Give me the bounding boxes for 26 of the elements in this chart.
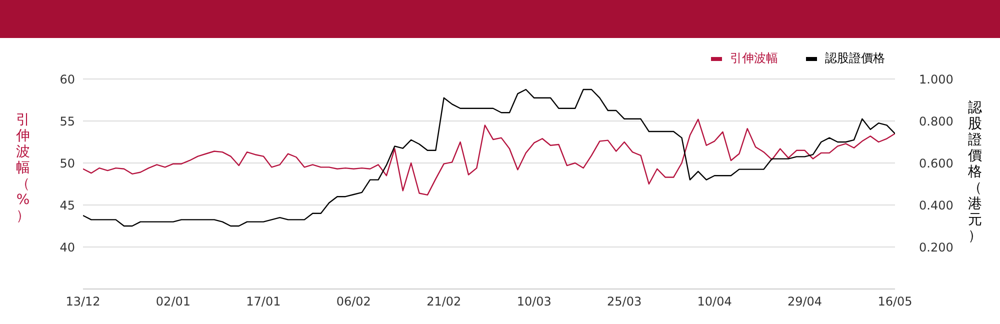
y2-tick-label: 1.000 <box>919 72 954 86</box>
y2-tick-label: 0.800 <box>919 114 954 128</box>
y-tick-label: 40 <box>60 240 75 254</box>
legend-label: 引伸波幅 <box>730 50 778 67</box>
x-tick-label: 17/01 <box>246 294 281 309</box>
x-tick-label: 02/01 <box>156 294 191 309</box>
x-tick-label: 10/04 <box>697 294 732 309</box>
x-tick-label: 06/02 <box>336 294 371 309</box>
x-tick-label: 21/02 <box>426 294 462 309</box>
line-series <box>83 118 895 196</box>
y-tick-label: 60 <box>60 72 75 86</box>
y-axis-title: 引伸波幅（%） <box>15 112 31 224</box>
x-tick-label: 10/03 <box>516 294 552 309</box>
x-tick-label: 13/12 <box>66 294 100 309</box>
text: 認股證價格（港元） <box>968 100 982 244</box>
x-tick-label: 25/03 <box>607 294 642 309</box>
legend-label: 認股證價格 <box>825 50 885 67</box>
y-tick-label: 55 <box>60 114 75 128</box>
y2-tick-label: 0.200 <box>919 240 954 254</box>
y-tick-label: 45 <box>60 198 75 212</box>
y-tick-label: 50 <box>60 156 75 170</box>
x-tick-label: 29/04 <box>787 294 822 309</box>
y2-tick-label: 0.400 <box>919 198 954 212</box>
line-series <box>83 88 895 227</box>
y2-tick-label: 0.600 <box>919 156 954 170</box>
x-tick-label: 16/05 <box>878 294 912 309</box>
